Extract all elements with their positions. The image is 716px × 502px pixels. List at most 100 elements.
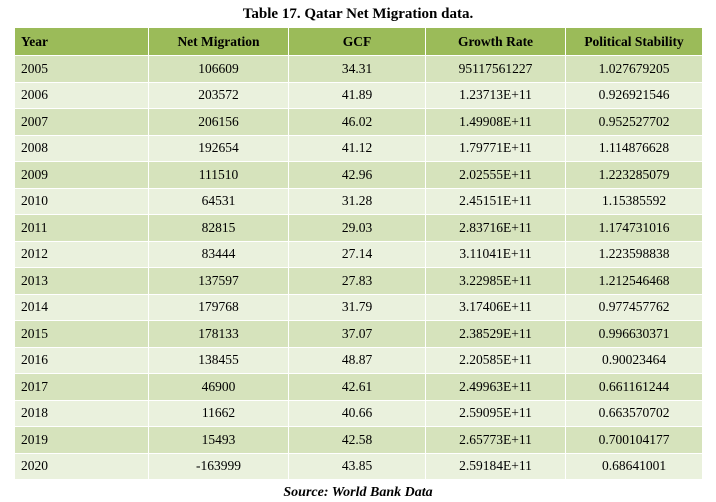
table-header-row: Year Net Migration GCF Growth Rate Polit…: [14, 27, 703, 56]
cell-year: 2008: [14, 134, 149, 162]
table-row: 2014 179768 31.79 3.17406E+11 0.977457762: [14, 293, 703, 321]
cell-gcf: 42.58: [288, 426, 426, 454]
cell-growth-rate: 1.49908E+11: [425, 108, 566, 136]
cell-year: 2012: [14, 240, 149, 268]
cell-growth-rate: 2.65773E+11: [425, 426, 566, 454]
cell-gcf: 27.14: [288, 240, 426, 268]
cell-political-stability: 0.90023464: [565, 346, 703, 374]
cell-net-migration: 11662: [148, 399, 289, 427]
cell-net-migration: 15493: [148, 426, 289, 454]
table-row: 2012 83444 27.14 3.11041E+11 1.223598838: [14, 240, 703, 268]
cell-growth-rate: 2.38529E+11: [425, 320, 566, 348]
cell-growth-rate: 3.22985E+11: [425, 267, 566, 295]
cell-net-migration: 46900: [148, 373, 289, 401]
cell-political-stability: 1.212546468: [565, 267, 703, 295]
cell-year: 2015: [14, 320, 149, 348]
cell-gcf: 31.28: [288, 187, 426, 215]
cell-gcf: 37.07: [288, 320, 426, 348]
cell-growth-rate: 1.79771E+11: [425, 134, 566, 162]
cell-political-stability: 1.223285079: [565, 161, 703, 189]
cell-net-migration: 206156: [148, 108, 289, 136]
cell-gcf: 42.96: [288, 161, 426, 189]
table-row: 2018 11662 40.66 2.59095E+11 0.663570702: [14, 399, 703, 427]
cell-year: 2018: [14, 399, 149, 427]
table-row: 2019 15493 42.58 2.65773E+11 0.700104177: [14, 426, 703, 454]
table-caption: Table 17. Qatar Net Migration data.: [242, 6, 474, 22]
column-header-year: Year: [14, 27, 149, 56]
table-row: 2016 138455 48.87 2.20585E+11 0.90023464: [14, 346, 703, 374]
table-body: 2005 106609 34.31 95117561227 1.027679205 200…: [14, 55, 703, 480]
table-row: 2009 111510 42.96 2.02555E+11 1.223285079: [14, 161, 703, 189]
cell-growth-rate: 3.17406E+11: [425, 293, 566, 321]
cell-political-stability: 0.926921546: [565, 81, 703, 109]
column-header-political-stability: Political Stability: [565, 27, 703, 56]
cell-growth-rate: 1.23713E+11: [425, 81, 566, 109]
cell-political-stability: 0.700104177: [565, 426, 703, 454]
cell-net-migration: 178133: [148, 320, 289, 348]
cell-political-stability: 1.223598838: [565, 240, 703, 268]
cell-net-migration: 106609: [148, 55, 289, 83]
cell-year: 2016: [14, 346, 149, 374]
cell-net-migration: 111510: [148, 161, 289, 189]
table-row: 2007 206156 46.02 1.49908E+11 0.952527702: [14, 108, 703, 136]
cell-gcf: 40.66: [288, 399, 426, 427]
cell-year: 2010: [14, 187, 149, 215]
cell-gcf: 43.85: [288, 452, 426, 480]
cell-gcf: 27.83: [288, 267, 426, 295]
cell-growth-rate: 2.20585E+11: [425, 346, 566, 374]
cell-net-migration: 179768: [148, 293, 289, 321]
column-header-gcf: GCF: [288, 27, 426, 56]
cell-net-migration: -163999: [148, 452, 289, 480]
table-row: 2013 137597 27.83 3.22985E+11 1.212546468: [14, 267, 703, 295]
cell-net-migration: 82815: [148, 214, 289, 242]
cell-net-migration: 192654: [148, 134, 289, 162]
table-row: 2006 203572 41.89 1.23713E+11 0.926921546: [14, 81, 703, 109]
column-header-net-migration: Net Migration: [148, 27, 289, 56]
table-row: 2008 192654 41.12 1.79771E+11 1.114876628: [14, 134, 703, 162]
cell-gcf: 41.89: [288, 81, 426, 109]
cell-year: 2006: [14, 81, 149, 109]
table-row: 2010 64531 31.28 2.45151E+11 1.15385592: [14, 187, 703, 215]
cell-political-stability: 0.661161244: [565, 373, 703, 401]
cell-year: 2007: [14, 108, 149, 136]
cell-growth-rate: 2.49963E+11: [425, 373, 566, 401]
table-row: 2017 46900 42.61 2.49963E+11 0.661161244: [14, 373, 703, 401]
cell-year: 2005: [14, 55, 149, 83]
cell-year: 2014: [14, 293, 149, 321]
cell-year: 2019: [14, 426, 149, 454]
cell-gcf: 46.02: [288, 108, 426, 136]
cell-net-migration: 83444: [148, 240, 289, 268]
column-header-growth-rate: Growth Rate: [425, 27, 566, 56]
cell-growth-rate: 3.11041E+11: [425, 240, 566, 268]
cell-gcf: 31.79: [288, 293, 426, 321]
table-row: 2020 -163999 43.85 2.59184E+11 0.68641001: [14, 452, 703, 480]
cell-growth-rate: 2.59095E+11: [425, 399, 566, 427]
cell-year: 2017: [14, 373, 149, 401]
cell-net-migration: 203572: [148, 81, 289, 109]
cell-year: 2009: [14, 161, 149, 189]
cell-net-migration: 64531: [148, 187, 289, 215]
cell-political-stability: 1.114876628: [565, 134, 703, 162]
cell-political-stability: 0.977457762: [565, 293, 703, 321]
cell-growth-rate: 2.02555E+11: [425, 161, 566, 189]
migration-data-table: Year Net Migration GCF Growth Rate Polit…: [14, 27, 703, 480]
cell-political-stability: 0.996630371: [565, 320, 703, 348]
cell-gcf: 48.87: [288, 346, 426, 374]
cell-growth-rate: 2.83716E+11: [425, 214, 566, 242]
cell-year: 2013: [14, 267, 149, 295]
cell-political-stability: 0.68641001: [565, 452, 703, 480]
cell-gcf: 41.12: [288, 134, 426, 162]
cell-gcf: 42.61: [288, 373, 426, 401]
cell-gcf: 29.03: [288, 214, 426, 242]
cell-growth-rate: 95117561227: [425, 55, 566, 83]
cell-net-migration: 137597: [148, 267, 289, 295]
cell-political-stability: 0.663570702: [565, 399, 703, 427]
cell-political-stability: 1.027679205: [565, 55, 703, 83]
cell-year: 2011: [14, 214, 149, 242]
cell-year: 2020: [14, 452, 149, 480]
cell-net-migration: 138455: [148, 346, 289, 374]
table-row: 2011 82815 29.03 2.83716E+11 1.174731016: [14, 214, 703, 242]
table-row: 2005 106609 34.31 95117561227 1.027679205: [14, 55, 703, 83]
cell-political-stability: 1.15385592: [565, 187, 703, 215]
source-note: Source: World Bank Data: [283, 485, 433, 500]
